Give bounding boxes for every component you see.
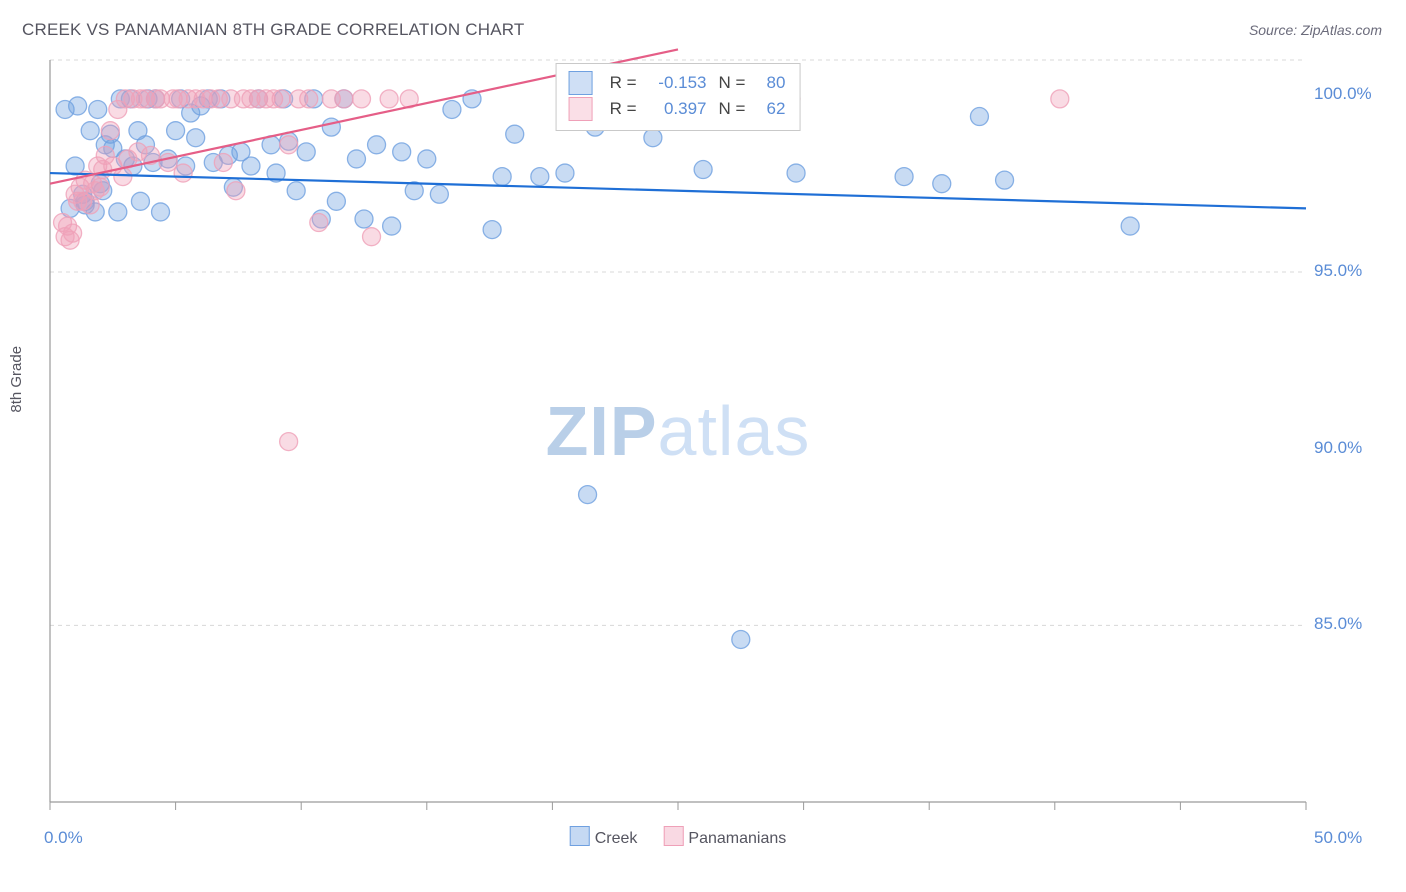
y-tick-label: 95.0% (1314, 261, 1400, 281)
stats-r-label: R = (610, 70, 637, 96)
legend-item: Panamanians (663, 826, 786, 848)
stats-r-label: R = (610, 96, 637, 122)
stats-n-value: 80 (757, 70, 785, 96)
y-tick-label: 100.0% (1314, 84, 1400, 104)
stats-r-value: -0.153 (649, 70, 707, 96)
stats-row: R = -0.153 N = 80 (569, 70, 786, 96)
stats-legend: R = -0.153 N = 80 R = 0.397 N = 62 (556, 63, 801, 131)
y-tick-label: 90.0% (1314, 438, 1400, 458)
stats-swatch (569, 71, 593, 95)
plot-area: ZIPatlas R =-0.153N =80R =0.397N =62 0.0… (50, 60, 1306, 802)
stats-n-value: 62 (757, 96, 785, 122)
stats-r-value: 0.397 (649, 96, 707, 122)
legend-swatch (663, 826, 683, 846)
y-tick-label: 85.0% (1314, 614, 1400, 634)
stats-n-label: N = (719, 70, 746, 96)
x-tick-min: 0.0% (44, 828, 83, 848)
chart-svg (50, 60, 1306, 802)
stats-row: R = 0.397 N = 62 (569, 96, 786, 122)
source-label: Source: ZipAtlas.com (1249, 22, 1382, 38)
chart-title: CREEK VS PANAMANIAN 8TH GRADE CORRELATIO… (22, 20, 524, 40)
x-tick-max: 50.0% (1314, 828, 1404, 848)
legend-swatch (570, 826, 590, 846)
stats-n-label: N = (719, 96, 746, 122)
stats-swatch (569, 97, 593, 121)
legend-item: Creek (570, 826, 638, 848)
y-axis-label: 8th Grade (8, 346, 25, 413)
legend-bottom: Creek Panamanians (570, 826, 787, 848)
